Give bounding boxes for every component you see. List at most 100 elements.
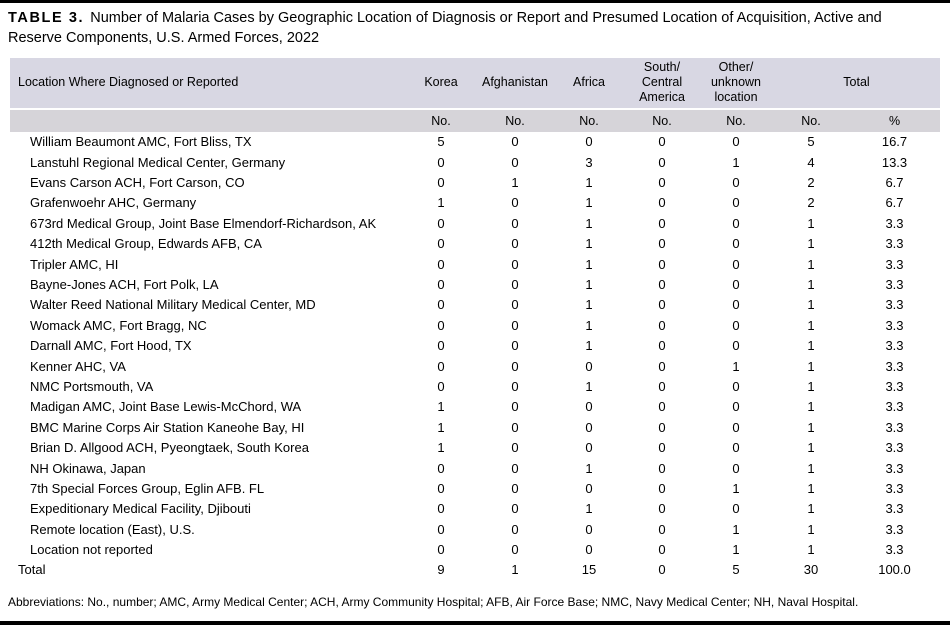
subheader-row: No. No. No. No. No. No. % [10,108,940,132]
table-row: Kenner AHC, VA 0 0 0 0 1 1 3.3 [10,356,940,376]
subheader-no-other-unknown: No. [699,108,773,132]
cell-afghanistan: 1 [511,175,519,191]
cell-total-no: 1 [807,256,815,272]
cell-africa: 1 [585,297,593,313]
top-rule [0,0,950,3]
subheader-no-korea: No. [405,108,477,132]
cell-africa: 1 [585,277,593,293]
cell-south-central-america: 0 [658,521,666,537]
cell-south-central-america: 0 [658,480,666,496]
row-location-label: Expeditionary Medical Facility, Djibouti [30,501,251,517]
cell-south-central-america: 0 [658,297,666,313]
table-row: 673rd Medical Group, Joint Base Elmendor… [10,213,940,233]
cell-korea: 0 [437,358,445,374]
cell-other-unknown: 0 [732,501,740,517]
table-row: Womack AMC, Fort Bragg, NC 0 0 1 0 0 1 3… [10,315,940,335]
row-location-label: BMC Marine Corps Air Station Kaneohe Bay… [30,419,305,435]
cell-africa: 0 [585,480,593,496]
row-location-label: Grafenwoehr AHC, Germany [30,195,197,211]
cell-africa: 1 [585,175,593,191]
total-pct: 100.0 [878,562,911,578]
cell-total-no: 1 [807,480,815,496]
cell-total-no: 1 [807,460,815,476]
cell-africa: 1 [585,215,593,231]
malaria-cases-table: Location Where Diagnosed or Reported Kor… [10,57,940,581]
column-header-location: Location Where Diagnosed or Reported [10,57,405,110]
bottom-rule [0,621,950,625]
total-africa: 15 [581,562,597,578]
cell-africa: 0 [585,521,593,537]
cell-africa: 1 [585,256,593,272]
cell-other-unknown: 0 [732,317,740,333]
cell-korea: 0 [437,480,445,496]
cell-total-no: 1 [807,542,815,558]
total-no: 30 [803,562,819,578]
cell-south-central-america: 0 [658,399,666,415]
cell-south-central-america: 0 [658,460,666,476]
total-korea: 9 [437,562,445,578]
total-row-label: Total [18,562,46,578]
table-footer: Total 9 1 15 0 5 30 100.0 [10,560,940,580]
table-row: Grafenwoehr AHC, Germany 1 0 1 0 0 2 6.7 [10,193,940,213]
cell-afghanistan: 0 [511,195,519,211]
cell-south-central-america: 0 [658,317,666,333]
cell-afghanistan: 0 [511,542,519,558]
cell-africa: 1 [585,378,593,394]
table-row: NH Okinawa, Japan 0 0 1 0 0 1 3.3 [10,458,940,478]
cell-korea: 1 [437,399,445,415]
cell-other-unknown: 0 [732,256,740,272]
cell-africa: 1 [585,317,593,333]
cell-korea: 0 [437,277,445,293]
cell-afghanistan: 0 [511,297,519,313]
cell-total-no: 2 [807,195,815,211]
cell-total-no: 5 [807,134,815,150]
cell-africa: 0 [585,440,593,456]
table-row: William Beaumont AMC, Fort Bliss, TX 5 0… [10,132,940,152]
column-header-africa: Africa [553,57,625,110]
cell-afghanistan: 0 [511,521,519,537]
cell-africa: 0 [585,399,593,415]
table-row: NMC Portsmouth, VA 0 0 1 0 0 1 3.3 [10,376,940,396]
total-other-unknown: 5 [732,562,740,578]
cell-south-central-america: 0 [658,134,666,150]
table-row: Evans Carson ACH, Fort Carson, CO 0 1 1 … [10,172,940,192]
row-location-label: William Beaumont AMC, Fort Bliss, TX [30,134,252,150]
cell-south-central-america: 0 [658,215,666,231]
cell-korea: 0 [437,501,445,517]
cell-south-central-america: 0 [658,542,666,558]
cell-afghanistan: 0 [511,236,519,252]
cell-south-central-america: 0 [658,195,666,211]
cell-total-pct: 6.7 [885,175,904,191]
table-row: Remote location (East), U.S. 0 0 0 0 1 1… [10,519,940,539]
cell-other-unknown: 0 [732,440,740,456]
cell-total-pct: 3.3 [885,317,904,333]
cell-total-pct: 3.3 [885,297,904,313]
cell-total-no: 1 [807,277,815,293]
subheader-no-south-central-america: No. [625,108,699,132]
row-location-label: Location not reported [30,542,153,558]
cell-total-no: 4 [807,154,815,170]
cell-south-central-america: 0 [658,175,666,191]
row-location-label: Remote location (East), U.S. [30,521,195,537]
row-location-label: NH Okinawa, Japan [30,460,146,476]
cell-south-central-america: 0 [658,440,666,456]
cell-korea: 1 [437,419,445,435]
cell-total-pct: 3.3 [885,542,904,558]
row-location-label: 673rd Medical Group, Joint Base Elmendor… [30,215,377,231]
cell-korea: 0 [437,297,445,313]
cell-afghanistan: 0 [511,419,519,435]
cell-total-pct: 3.3 [885,215,904,231]
cell-other-unknown: 0 [732,460,740,476]
cell-korea: 0 [437,154,445,170]
cell-total-pct: 3.3 [885,338,904,354]
cell-africa: 0 [585,358,593,374]
cell-south-central-america: 0 [658,154,666,170]
cell-total-no: 1 [807,399,815,415]
cell-total-no: 1 [807,297,815,313]
column-header-korea: Korea [405,57,477,110]
cell-other-unknown: 1 [732,521,740,537]
subheader-no-afghanistan: No. [477,108,553,132]
column-header-other-unknown: Other/ unknown location [699,57,773,110]
cell-afghanistan: 0 [511,134,519,150]
cell-south-central-america: 0 [658,338,666,354]
